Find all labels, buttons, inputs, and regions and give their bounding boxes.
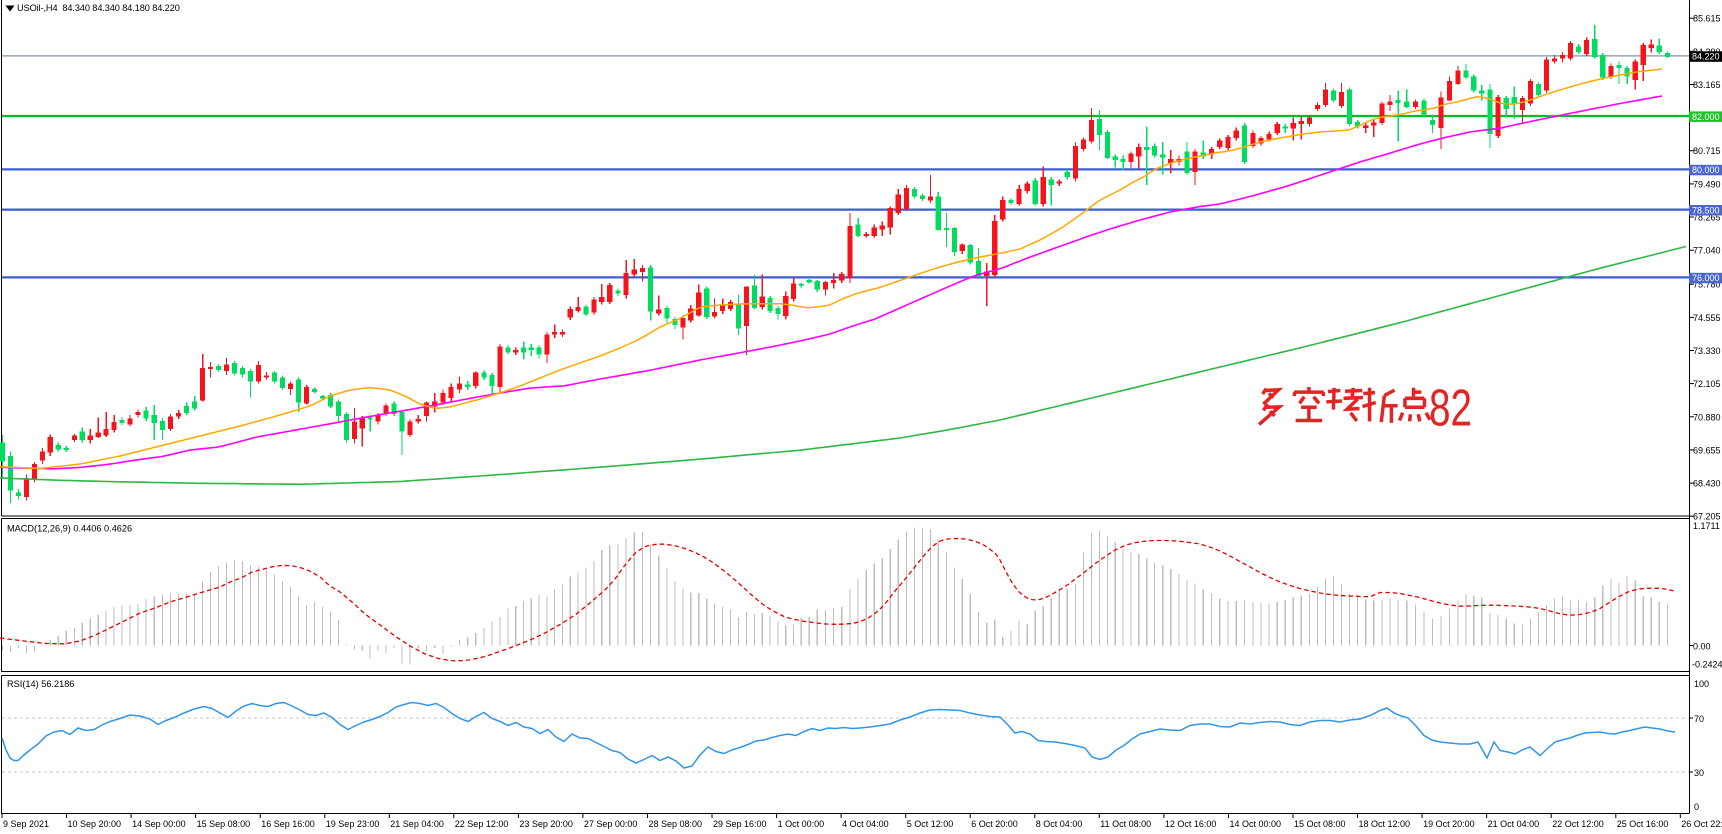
svg-text:30: 30	[1694, 768, 1704, 778]
svg-text:19 Oct 20:00: 19 Oct 20:00	[1423, 819, 1475, 829]
svg-text:14 Sep 00:00: 14 Sep 00:00	[132, 819, 186, 829]
svg-text:RSI(14) 56.2186: RSI(14) 56.2186	[7, 679, 74, 689]
svg-text:1 Oct 00:00: 1 Oct 00:00	[778, 819, 825, 829]
svg-text:29 Sep 16:00: 29 Sep 16:00	[713, 819, 767, 829]
svg-text:6 Oct 20:00: 6 Oct 20:00	[971, 819, 1018, 829]
svg-text:18 Oct 12:00: 18 Oct 12:00	[1359, 819, 1411, 829]
svg-text:85.615: 85.615	[1693, 14, 1721, 24]
svg-text:27 Sep 00:00: 27 Sep 00:00	[584, 819, 638, 829]
svg-text:82.000: 82.000	[1692, 112, 1720, 122]
svg-text:15 Sep 08:00: 15 Sep 08:00	[197, 819, 251, 829]
svg-text:0: 0	[1694, 802, 1699, 812]
svg-text:80.715: 80.715	[1693, 146, 1721, 156]
svg-text:69.655: 69.655	[1693, 445, 1721, 455]
svg-text:75.780: 75.780	[1693, 280, 1721, 290]
svg-text:15 Oct 08:00: 15 Oct 08:00	[1294, 819, 1346, 829]
svg-text:5 Oct 12:00: 5 Oct 12:00	[907, 819, 954, 829]
svg-text:79.490: 79.490	[1693, 179, 1721, 189]
svg-text:21 Sep 04:00: 21 Sep 04:00	[390, 819, 444, 829]
svg-text:73.330: 73.330	[1693, 346, 1721, 356]
svg-text:25 Oct 16:00: 25 Oct 16:00	[1617, 819, 1669, 829]
svg-text:68.430: 68.430	[1693, 479, 1721, 489]
svg-text:22 Sep 12:00: 22 Sep 12:00	[455, 819, 509, 829]
svg-text:19 Sep 23:00: 19 Sep 23:00	[326, 819, 380, 829]
svg-text:74.555: 74.555	[1693, 313, 1721, 323]
svg-text:77.040: 77.040	[1693, 246, 1721, 256]
svg-text:23 Sep 20:00: 23 Sep 20:00	[519, 819, 573, 829]
svg-text:70: 70	[1694, 714, 1704, 724]
svg-text:22 Oct 12:00: 22 Oct 12:00	[1552, 819, 1604, 829]
svg-text:14 Oct 00:00: 14 Oct 00:00	[1230, 819, 1282, 829]
svg-text:9 Sep 2021: 9 Sep 2021	[3, 819, 49, 829]
svg-text:4 Oct 04:00: 4 Oct 04:00	[842, 819, 889, 829]
svg-text:76.000: 76.000	[1692, 273, 1720, 283]
svg-text:11 Oct 08:00: 11 Oct 08:00	[1100, 819, 1151, 829]
svg-text:100: 100	[1694, 679, 1709, 689]
svg-text:82: 82	[1429, 380, 1472, 438]
svg-text:-0.2424: -0.2424	[1692, 660, 1722, 670]
svg-text:26 Oct 22:00: 26 Oct 22:00	[1681, 819, 1722, 829]
svg-text:78.265: 78.265	[1693, 213, 1721, 223]
svg-text:83.165: 83.165	[1693, 80, 1721, 90]
svg-text:28 Sep 08:00: 28 Sep 08:00	[649, 819, 703, 829]
svg-text:78.500: 78.500	[1692, 205, 1720, 215]
svg-text:80.000: 80.000	[1692, 165, 1720, 175]
svg-text:10 Sep 20:00: 10 Sep 20:00	[68, 819, 122, 829]
svg-text:21 Oct 04:00: 21 Oct 04:00	[1488, 819, 1540, 829]
svg-text:70.880: 70.880	[1693, 412, 1721, 422]
svg-text:1.1711: 1.1711	[1693, 521, 1720, 531]
svg-text:16 Sep 16:00: 16 Sep 16:00	[261, 819, 315, 829]
svg-text:0.00: 0.00	[1693, 642, 1711, 652]
svg-text:67.205: 67.205	[1693, 512, 1721, 522]
svg-text:MACD(12,26,9) 0.4406 0.4626: MACD(12,26,9) 0.4406 0.4626	[7, 524, 132, 534]
svg-text:8 Oct 04:00: 8 Oct 04:00	[1036, 819, 1083, 829]
svg-text:12 Oct 16:00: 12 Oct 16:00	[1165, 819, 1217, 829]
svg-text:USOil-,H4 84.340 84.340 84.18: USOil-,H4 84.340 84.340 84.180 84.220	[17, 3, 180, 13]
svg-text:72.105: 72.105	[1693, 379, 1721, 389]
svg-text:84.220: 84.220	[1692, 52, 1720, 62]
